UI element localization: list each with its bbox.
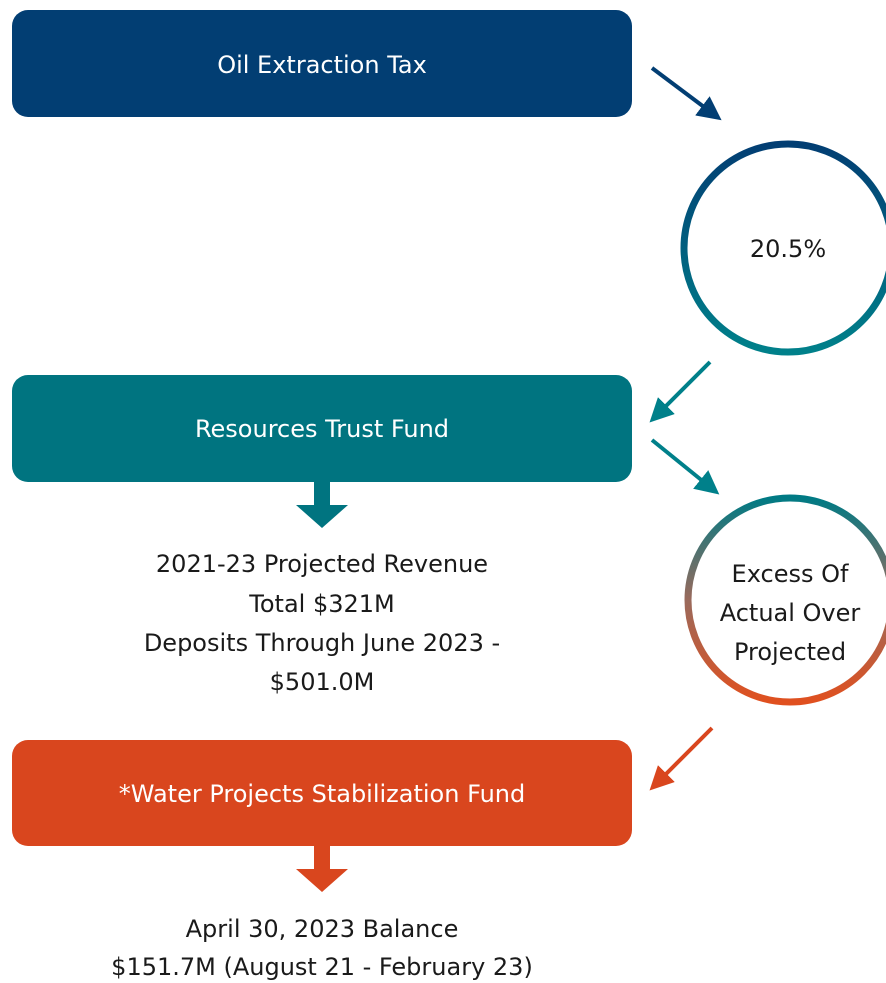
note-text: Deposits Through June 2023 - xyxy=(144,629,500,657)
arrow xyxy=(649,360,712,423)
box xyxy=(12,740,632,846)
box xyxy=(12,10,632,117)
down-arrow xyxy=(296,482,348,528)
circle xyxy=(680,140,886,356)
note-text: $501.0M xyxy=(270,668,375,696)
circle xyxy=(684,494,886,706)
box-label: *Water Projects Stabilization Fund xyxy=(119,780,525,808)
circle-text: Actual Over xyxy=(720,599,861,627)
arrow xyxy=(650,438,720,495)
note-text: Total $321M xyxy=(248,590,394,618)
box xyxy=(12,375,632,482)
note-text: 2021-23 Projected Revenue xyxy=(156,550,488,578)
arrow xyxy=(649,726,714,791)
box-label: Resources Trust Fund xyxy=(195,415,449,443)
down-arrow xyxy=(296,846,348,892)
circle-text: 20.5% xyxy=(750,235,826,263)
circle-text: Excess Of xyxy=(732,560,849,588)
circle-text: Projected xyxy=(734,638,846,666)
note-text: $151.7M (August 21 - February 23) xyxy=(111,953,533,981)
note-text: April 30, 2023 Balance xyxy=(186,915,459,943)
box-label: Oil Extraction Tax xyxy=(217,51,427,79)
arrow xyxy=(650,66,722,121)
